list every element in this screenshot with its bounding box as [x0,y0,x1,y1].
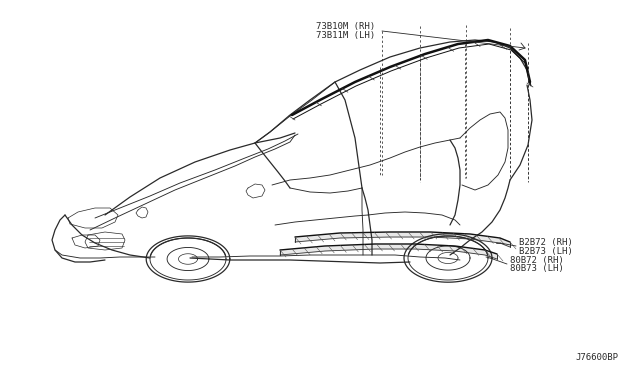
Text: B2B72 (RH): B2B72 (RH) [519,237,573,247]
Polygon shape [280,244,497,259]
Text: 73B10M (RH): 73B10M (RH) [316,22,375,31]
Text: B2B73 (LH): B2B73 (LH) [519,247,573,256]
Text: 80B73 (LH): 80B73 (LH) [510,264,564,273]
Polygon shape [295,232,510,247]
Text: 80B72 (RH): 80B72 (RH) [510,256,564,264]
Text: J76600BP: J76600BP [575,353,618,362]
Text: 73B11M (LH): 73B11M (LH) [316,31,375,39]
